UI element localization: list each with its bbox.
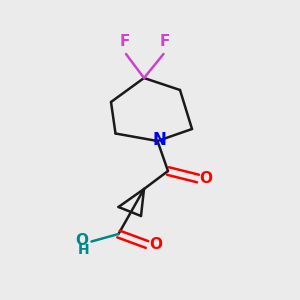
Text: O: O xyxy=(200,171,213,186)
Text: H: H xyxy=(77,244,89,257)
Text: F: F xyxy=(160,34,170,49)
Text: O: O xyxy=(149,237,162,252)
Text: O: O xyxy=(76,233,88,248)
Text: N: N xyxy=(152,131,166,149)
Text: F: F xyxy=(119,34,130,49)
